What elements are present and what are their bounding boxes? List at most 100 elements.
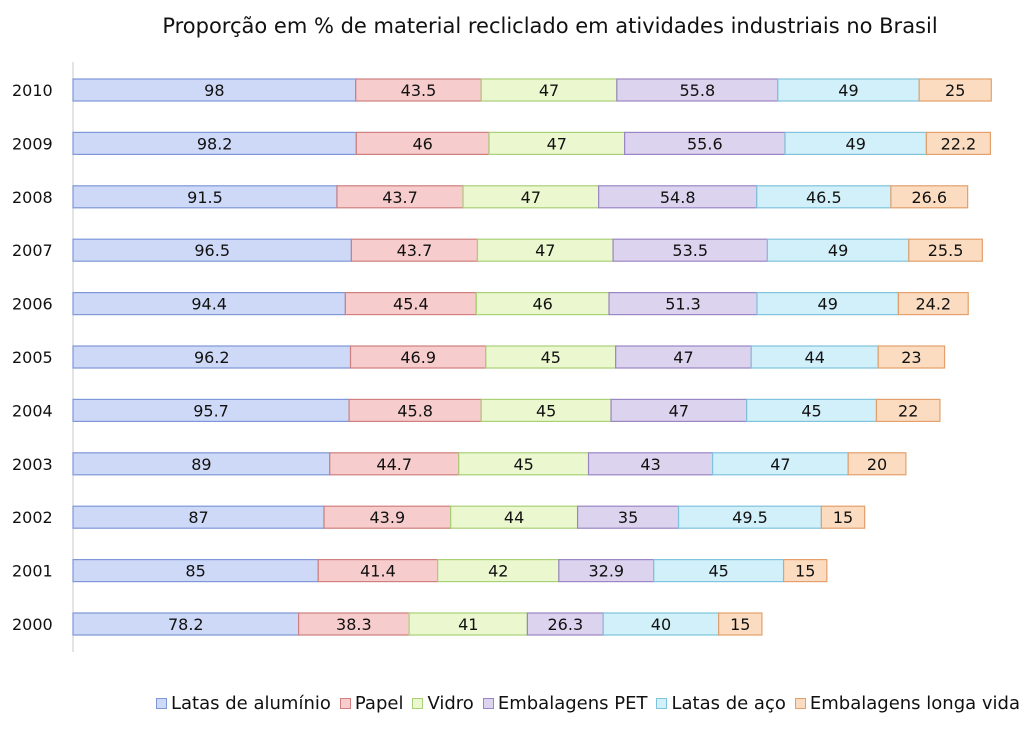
data-label: 49 xyxy=(846,134,866,153)
data-label: 95.7 xyxy=(193,401,229,420)
legend-item: Latas de alumínio xyxy=(156,693,331,714)
y-tick-label: 2000 xyxy=(12,615,53,634)
data-label: 55.6 xyxy=(687,134,723,153)
data-label: 43.9 xyxy=(370,508,406,527)
data-label: 91.5 xyxy=(187,188,223,207)
data-label: 51.3 xyxy=(665,295,701,314)
y-tick-label: 2008 xyxy=(12,188,53,207)
data-label: 49.5 xyxy=(732,508,768,527)
bar-segment xyxy=(847,452,907,476)
data-label: 47 xyxy=(669,401,689,420)
legend-label: Vidro xyxy=(427,693,474,714)
data-label: 43 xyxy=(640,455,660,474)
legend-swatch xyxy=(412,698,424,709)
y-tick-label: 2005 xyxy=(12,348,53,367)
data-label: 55.8 xyxy=(680,81,716,100)
data-label: 46.5 xyxy=(806,188,842,207)
data-label: 43.5 xyxy=(401,81,437,100)
legend-item: Papel xyxy=(339,693,404,714)
legend-swatch xyxy=(482,698,494,709)
data-label: 47 xyxy=(539,81,559,100)
bar-segment xyxy=(877,345,946,369)
data-label: 40 xyxy=(651,615,671,634)
data-label: 45 xyxy=(708,562,728,581)
data-label: 24.2 xyxy=(915,295,951,314)
legend-item: Vidro xyxy=(412,693,474,714)
bar-segment xyxy=(875,398,941,422)
y-tick-label: 2003 xyxy=(12,455,53,474)
data-label: 47 xyxy=(770,455,790,474)
data-label: 54.8 xyxy=(660,188,696,207)
y-tick-label: 2004 xyxy=(12,401,53,420)
data-label: 20 xyxy=(867,455,887,474)
data-label: 44 xyxy=(805,348,825,367)
bar-segment xyxy=(718,612,763,636)
data-label: 47 xyxy=(535,241,555,260)
data-label: 23 xyxy=(901,348,921,367)
chart-title: Proporção em % de material recliclado em… xyxy=(162,14,938,38)
data-label: 38.3 xyxy=(336,615,372,634)
legend-label: Papel xyxy=(354,693,404,714)
data-label: 15 xyxy=(833,508,853,527)
data-label: 44.7 xyxy=(376,455,412,474)
legend-item: Embalagens longa vida xyxy=(794,693,1020,714)
y-tick-label: 2006 xyxy=(12,295,53,314)
data-label: 87 xyxy=(188,508,208,527)
y-tick-label: 2010 xyxy=(12,81,53,100)
bar-segment xyxy=(820,505,866,529)
data-label: 41 xyxy=(458,615,478,634)
data-label: 89 xyxy=(191,455,211,474)
data-label: 47 xyxy=(547,134,567,153)
data-label: 49 xyxy=(818,295,838,314)
data-label: 53.5 xyxy=(672,241,708,260)
data-label: 47 xyxy=(673,348,693,367)
legend-swatch xyxy=(339,698,351,709)
data-label: 49 xyxy=(828,241,848,260)
legend-swatch xyxy=(794,698,806,709)
legend-label: Embalagens longa vida xyxy=(809,693,1020,714)
y-tick-label: 2001 xyxy=(12,562,53,581)
bar-segment xyxy=(782,558,828,583)
data-label: 85 xyxy=(185,562,205,581)
y-tick-label: 2009 xyxy=(12,134,53,153)
stacked-bar-chart: 2010 98 43.5 47 55.8 49 25 2009 98.2 46 47 55.6 49 22… xyxy=(12,62,992,652)
bar-segment xyxy=(918,78,992,102)
data-label: 43.7 xyxy=(397,241,433,260)
chart-legend: Latas de alumínio Papel Vidro Embalagens PE… xyxy=(0,693,1020,714)
data-label: 46.9 xyxy=(400,348,436,367)
legend-swatch xyxy=(156,698,167,709)
data-label: 22 xyxy=(898,401,918,420)
data-label: 46 xyxy=(532,295,552,314)
y-tick-label: 2002 xyxy=(12,508,53,527)
data-label: 42 xyxy=(488,562,508,581)
data-label: 43.7 xyxy=(382,188,418,207)
data-label: 25 xyxy=(945,81,965,100)
data-label: 49 xyxy=(838,81,858,100)
data-label: 45.4 xyxy=(393,295,429,314)
data-label: 98.2 xyxy=(197,134,233,153)
data-label: 44 xyxy=(504,508,524,527)
data-label: 45 xyxy=(801,401,821,420)
data-label: 26.3 xyxy=(548,615,584,634)
data-label: 32.9 xyxy=(588,562,624,581)
data-label: 41.4 xyxy=(360,562,396,581)
data-label: 94.4 xyxy=(191,295,227,314)
data-label: 45 xyxy=(541,348,561,367)
legend-label: Latas de alumínio xyxy=(171,693,331,714)
data-label: 35 xyxy=(618,508,638,527)
data-label: 45.8 xyxy=(397,401,433,420)
bar-segment xyxy=(897,292,969,316)
data-label: 22.2 xyxy=(941,134,977,153)
data-label: 45 xyxy=(536,401,556,420)
legend-item: Embalagens PET xyxy=(482,693,648,714)
data-label: 15 xyxy=(730,615,750,634)
bar-segment xyxy=(890,185,969,209)
data-label: 15 xyxy=(795,562,815,581)
legend-label: Latas de aço xyxy=(671,693,786,714)
bar-segment xyxy=(908,238,983,262)
legend-label: Embalagens PET xyxy=(497,693,648,714)
data-label: 96.2 xyxy=(194,348,230,367)
data-label: 96.5 xyxy=(194,241,230,260)
y-tick-label: 2007 xyxy=(12,241,53,260)
data-label: 98 xyxy=(204,81,224,100)
